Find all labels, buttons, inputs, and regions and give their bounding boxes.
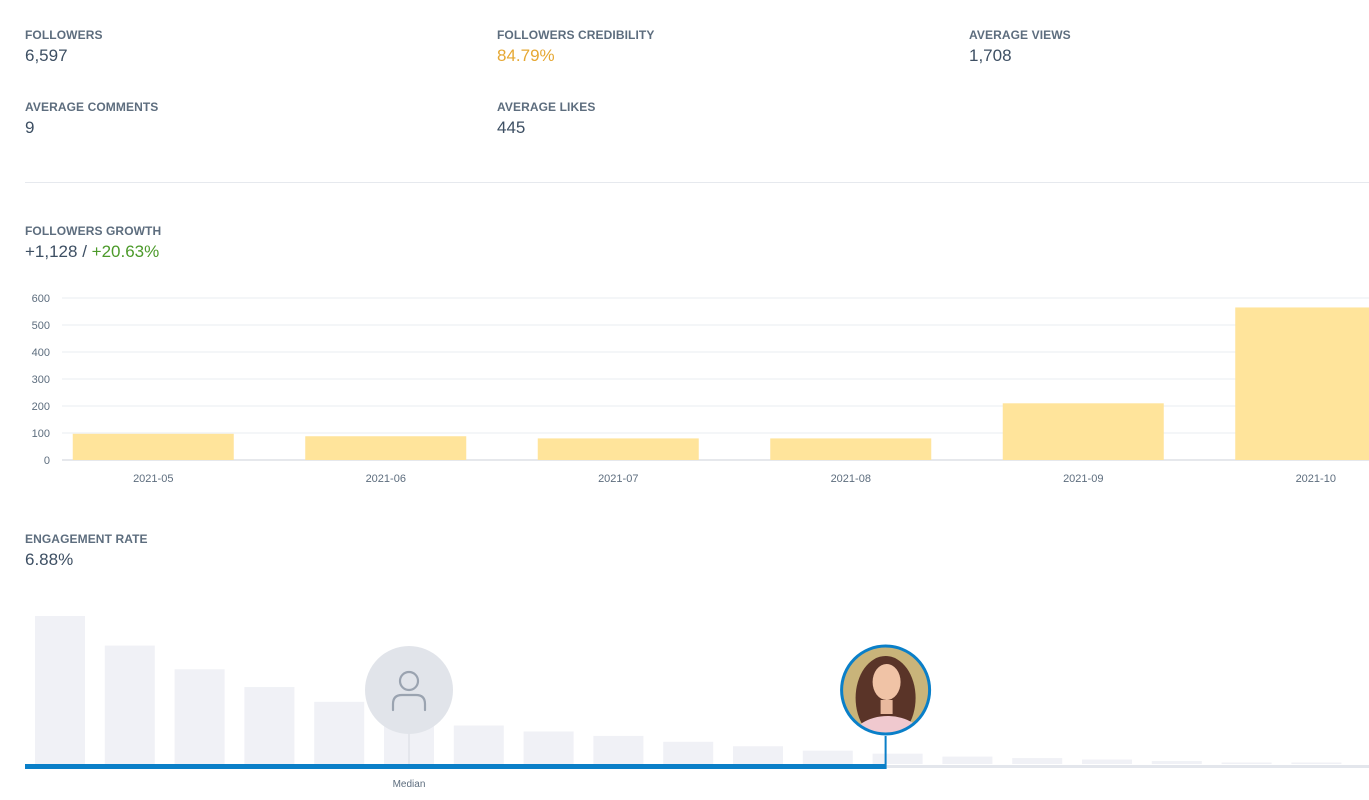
engagement-bar — [314, 701, 365, 764]
median-user-icon — [365, 646, 453, 734]
y-tick-label: 600 — [32, 293, 50, 305]
stat-value: 6,597 — [25, 46, 68, 65]
x-tick-label: 2021-09 — [1063, 473, 1103, 485]
stat-credibility: FOLLOWERS CREDIBILITY 84.79% — [497, 28, 654, 66]
followers-growth-chart: 0 100 200 300 400 500 600 2021-05 2021-06 2021-07… — [32, 293, 1369, 485]
avatar-face — [872, 664, 901, 700]
stat-followers-growth: FOLLOWERS GROWTH +1,128 / +20.63% — [25, 224, 161, 262]
growth-bar[interactable] — [1002, 403, 1164, 460]
median-label: Median — [393, 779, 426, 790]
engagement-remaining-track — [885, 765, 1369, 768]
engagement-bar — [593, 735, 644, 764]
stat-label: ENGAGEMENT RATE — [25, 532, 148, 546]
y-tick-label: 500 — [32, 320, 50, 332]
stat-label: AVERAGE VIEWS — [969, 28, 1071, 42]
engagement-bar — [1291, 762, 1342, 764]
y-tick-label: 400 — [32, 347, 50, 359]
engagement-bar — [174, 669, 225, 764]
stat-average-views: AVERAGE VIEWS 1,708 — [969, 28, 1071, 66]
growth-bar[interactable] — [537, 438, 699, 460]
stat-label: AVERAGE COMMENTS — [25, 100, 159, 114]
engagement-bar — [802, 750, 853, 764]
x-tick-label: 2021-05 — [133, 473, 173, 485]
growth-separator: / — [77, 242, 92, 261]
engagement-bar — [35, 616, 85, 764]
engagement-bar — [942, 756, 993, 764]
growth-bar[interactable] — [305, 436, 467, 460]
growth-bar[interactable] — [1235, 307, 1369, 460]
section-divider — [25, 182, 1369, 183]
x-tick-label: 2021-08 — [831, 473, 871, 485]
engagement-bar — [104, 645, 155, 764]
x-tick-label: 2021-07 — [598, 473, 638, 485]
stat-average-comments: AVERAGE COMMENTS 9 — [25, 100, 158, 138]
x-tick-label: 2021-10 — [1296, 473, 1336, 485]
stat-value: 6.88% — [25, 550, 74, 569]
avatar-neck — [880, 700, 893, 714]
stat-label: FOLLOWERS CREDIBILITY — [497, 28, 655, 42]
engagement-bar — [872, 753, 923, 764]
user-body-icon — [391, 693, 427, 712]
engagement-bar — [1012, 758, 1063, 764]
influencer-avatar-ring — [840, 644, 932, 736]
stat-followers: FOLLOWERS 6,597 — [25, 28, 103, 66]
engagement-bar — [453, 725, 504, 764]
stat-average-likes: AVERAGE LIKES 445 — [497, 100, 595, 138]
stat-label: FOLLOWERS — [25, 28, 103, 42]
engagement-bar — [523, 731, 574, 764]
engagement-bar — [663, 741, 714, 764]
engagement-bar — [1082, 759, 1132, 764]
growth-count: +1,128 — [25, 242, 78, 261]
user-head-icon — [398, 670, 420, 692]
stat-value: 84.79% — [497, 46, 555, 65]
stat-value: 9 — [25, 118, 35, 137]
engagement-bar — [733, 746, 783, 764]
stat-label: FOLLOWERS GROWTH — [25, 224, 162, 238]
stat-engagement-rate: ENGAGEMENT RATE 6.88% — [25, 532, 148, 570]
growth-bar[interactable] — [72, 433, 234, 460]
growth-percent: +20.63% — [91, 242, 160, 261]
engagement-bar — [1221, 762, 1272, 764]
y-tick-label: 100 — [32, 428, 50, 440]
engagement-bar — [244, 687, 295, 764]
y-tick-label: 0 — [44, 455, 50, 467]
engagement-rate-chart: Median — [25, 616, 1369, 790]
engagement-bar — [1151, 761, 1202, 764]
y-tick-label: 200 — [32, 401, 50, 413]
engagement-progress-track — [25, 764, 886, 769]
y-tick-label: 300 — [32, 374, 50, 386]
stat-value: 1,708 — [969, 46, 1012, 65]
stat-value: 445 — [497, 118, 526, 137]
stat-label: AVERAGE LIKES — [497, 100, 596, 114]
growth-bar[interactable] — [770, 438, 932, 460]
stat-value: +1,128 / +20.63% — [25, 242, 161, 262]
x-tick-label: 2021-06 — [366, 473, 406, 485]
